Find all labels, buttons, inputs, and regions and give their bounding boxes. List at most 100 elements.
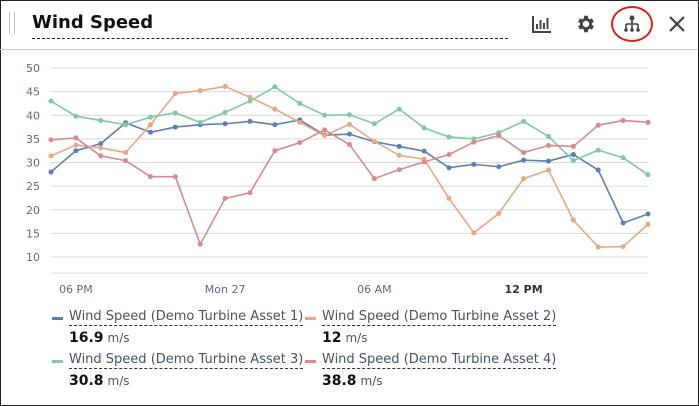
data-point [322, 133, 328, 139]
y-tick-label: 30 [26, 157, 40, 170]
x-tick-label: Mon 27 [205, 283, 246, 296]
y-tick-label: 15 [26, 227, 40, 240]
legend-label[interactable]: Wind Speed (Demo Turbine Asset 2) [322, 309, 557, 326]
data-point [347, 142, 352, 148]
data-point [98, 153, 104, 159]
data-point [48, 137, 54, 143]
data-point [371, 176, 377, 182]
data-point [521, 150, 527, 156]
data-point [471, 230, 477, 236]
data-point [570, 158, 576, 164]
data-point [421, 148, 427, 154]
data-point [272, 122, 278, 128]
data-point [148, 122, 153, 128]
data-point [272, 106, 278, 112]
data-point [73, 113, 79, 119]
latest-value: 12 [322, 330, 342, 346]
data-point [595, 167, 601, 173]
data-point [272, 148, 278, 154]
data-point [123, 150, 129, 156]
bar-chart-icon[interactable] [530, 12, 554, 36]
data-point [421, 125, 427, 131]
data-point [446, 165, 452, 171]
data-point [371, 121, 377, 127]
drag-handle[interactable] [9, 12, 15, 34]
legend-swatch [305, 360, 316, 363]
legend-swatch [52, 360, 63, 363]
hierarchy-icon[interactable] [620, 12, 644, 36]
data-point [546, 142, 551, 148]
data-point [148, 174, 153, 180]
unit: m/s [345, 331, 368, 345]
widget-header: Wind Speed [0, 0, 697, 50]
data-point [322, 112, 328, 118]
legend-label[interactable]: Wind Speed (Demo Turbine Asset 4) [322, 352, 557, 369]
data-point [172, 91, 178, 97]
data-point [148, 114, 153, 120]
y-tick-label: 10 [26, 251, 40, 264]
data-point [222, 195, 228, 201]
data-point [222, 83, 228, 89]
data-point [620, 155, 626, 161]
data-point [123, 122, 129, 128]
x-tick-label: 06 AM [357, 283, 392, 296]
data-point [496, 211, 502, 217]
data-point [98, 145, 104, 151]
data-point [73, 142, 79, 148]
data-point [197, 88, 203, 94]
x-tick-label: 06 PM [59, 283, 93, 296]
data-point [247, 94, 253, 100]
data-point [570, 143, 576, 149]
data-point [347, 112, 352, 118]
data-point [396, 143, 402, 149]
data-point [172, 110, 178, 116]
legend-latest-value: 16.9 m/s [69, 330, 130, 346]
series-line-2 [50, 85, 649, 248]
data-point [123, 158, 129, 164]
legend-label[interactable]: Wind Speed (Demo Turbine Asset 3) [69, 352, 304, 369]
data-point [546, 134, 551, 140]
y-tick-label: 35 [26, 133, 40, 146]
unit: m/s [107, 331, 130, 345]
data-point [297, 100, 303, 106]
data-point [546, 167, 551, 173]
data-point [595, 147, 601, 153]
data-point [272, 84, 278, 90]
line-chart: 10 15 20 25 30 35 40 45 50 06 PM Mon 27 06 AM 12 PM [26, 62, 651, 296]
data-point [446, 151, 452, 157]
legend-latest-value: 12 m/s [322, 330, 367, 346]
y-tick-label: 25 [26, 180, 40, 193]
data-point [595, 122, 601, 128]
data-point [98, 117, 104, 123]
data-point [247, 118, 253, 124]
data-point [546, 158, 551, 164]
gear-icon[interactable] [574, 12, 598, 36]
data-point [570, 151, 576, 157]
data-point [197, 241, 203, 247]
close-icon[interactable] [665, 12, 689, 36]
data-point [570, 217, 576, 223]
data-point [645, 221, 651, 227]
y-tick-label: 20 [26, 204, 40, 217]
data-point [347, 131, 352, 137]
data-point [471, 161, 477, 167]
widget-title[interactable]: Wind Speed [32, 12, 508, 39]
data-point [645, 211, 651, 217]
data-point [595, 244, 601, 250]
data-point [521, 176, 527, 182]
data-point [222, 109, 228, 115]
data-point [172, 124, 178, 130]
data-point [521, 157, 527, 163]
latest-value: 16.9 [69, 330, 104, 346]
data-point [396, 106, 402, 112]
data-point [446, 195, 452, 201]
legend-label[interactable]: Wind Speed (Demo Turbine Asset 1) [69, 309, 304, 326]
data-point [521, 118, 527, 124]
y-tick-label: 50 [26, 62, 40, 75]
data-point [347, 121, 352, 127]
data-point [322, 127, 328, 133]
series-line-3 [50, 85, 649, 176]
data-point [620, 244, 626, 250]
data-point [645, 119, 651, 125]
data-point [620, 220, 626, 226]
